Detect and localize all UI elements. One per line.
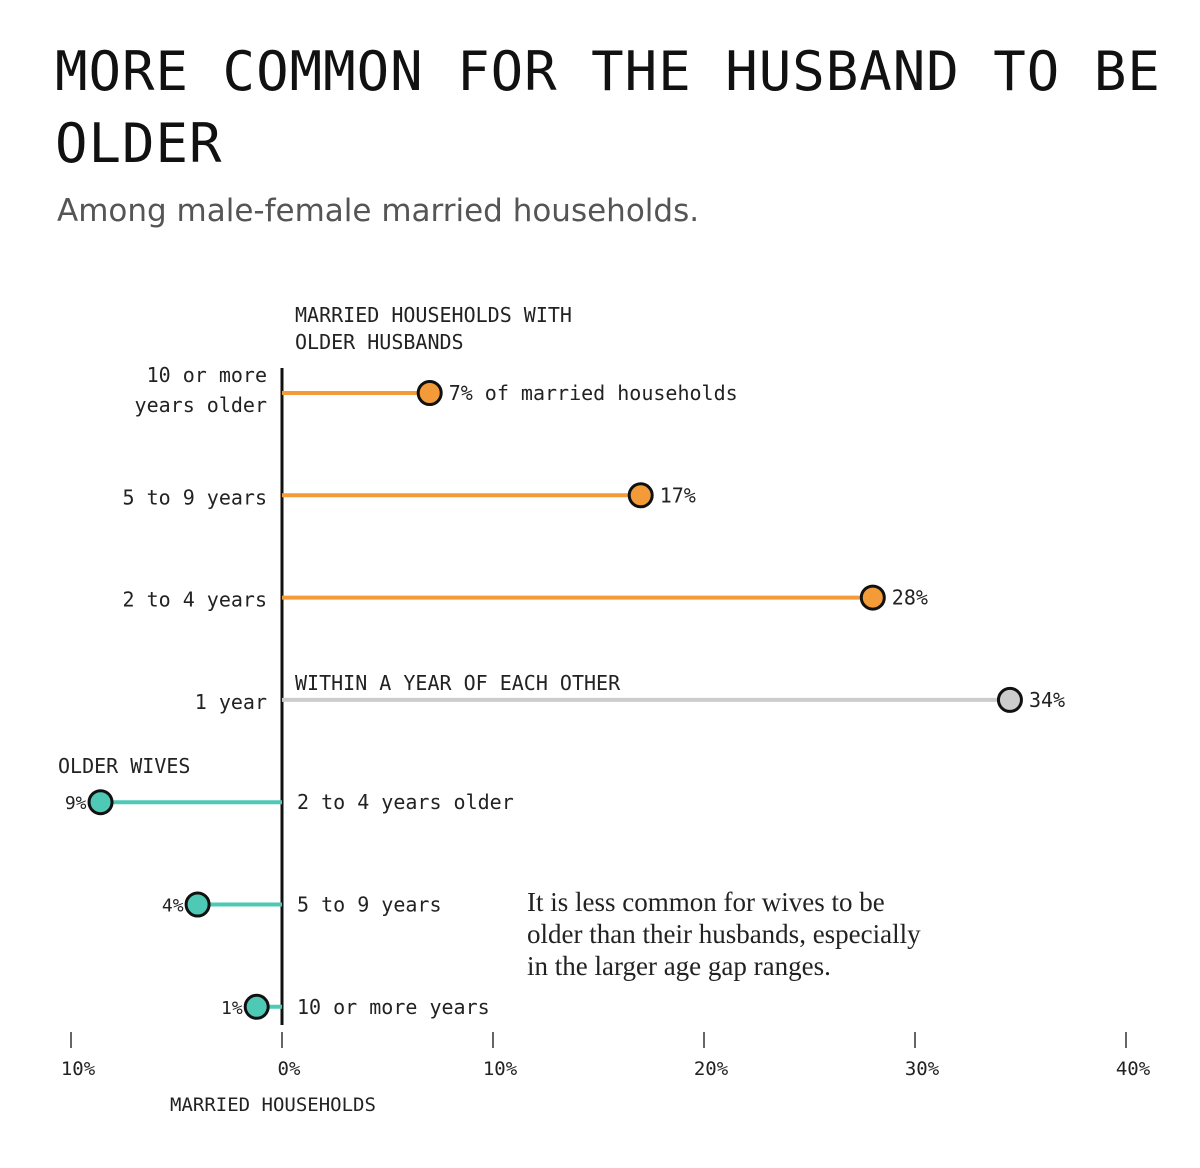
annotation-text: older than their husbands, especially xyxy=(527,919,921,949)
labels-layer: MARRIED HOUSEHOLDS WITH OLDER HUSBANDS WIT… xyxy=(58,303,1065,1019)
value-label: 9% xyxy=(65,793,87,814)
x-tick-label: 20% xyxy=(694,1058,729,1080)
dot-older_husbands xyxy=(416,380,443,406)
category-label: years older xyxy=(135,393,267,417)
category-label: 10 or more xyxy=(147,363,267,387)
dots-layer xyxy=(87,380,1023,1020)
x-tick-label: 10% xyxy=(483,1058,518,1080)
stems-layer xyxy=(100,391,1010,1009)
value-label: 4% xyxy=(162,896,184,917)
x-tick-label: 30% xyxy=(905,1058,940,1080)
dot-older_wives xyxy=(184,891,211,918)
category-label: 5 to 9 years xyxy=(297,893,442,917)
dot-older_wives xyxy=(243,993,270,1020)
group-label-older-husbands: MARRIED HOUSEHOLDS WITH xyxy=(295,303,572,327)
value-label: 17% xyxy=(660,483,696,507)
value-label: 7% of married households xyxy=(449,381,738,405)
x-tick-label: 0% xyxy=(278,1058,301,1080)
category-label: 2 to 4 years xyxy=(123,588,268,612)
category-label: 10 or more years xyxy=(297,995,490,1019)
category-label: 1 year xyxy=(195,690,267,714)
chart-subtitle: Among male-female married households. xyxy=(57,193,700,229)
group-label-within-year: WITHIN A YEAR OF EACH OTHER xyxy=(295,671,621,695)
category-label: 2 to 4 years older xyxy=(297,790,514,814)
dot-older_wives xyxy=(87,789,114,816)
annotation-text: in the larger age gap ranges. xyxy=(527,951,831,981)
dot-older_husbands xyxy=(627,482,654,509)
chart-title: MORE COMMON FOR THE HUSBAND TO BE OLDER xyxy=(55,40,1161,175)
x-axis-title: MARRIED HOUSEHOLDS xyxy=(170,1094,376,1116)
value-label: 34% xyxy=(1029,688,1065,712)
group-label-older-wives: OLDER WIVES xyxy=(58,754,190,778)
category-label: 5 to 9 years xyxy=(123,485,268,509)
group-label-older-husbands: OLDER HUSBANDS xyxy=(295,330,464,354)
annotation-text: It is less common for wives to be xyxy=(527,887,885,917)
x-tick-label: 10% xyxy=(61,1058,96,1080)
x-tick-label: 40% xyxy=(1116,1058,1151,1080)
axis-layer: 10% 0% 10% 20% 30% 40% MARRIED HOUSEHOLDS xyxy=(61,368,1151,1116)
value-label: 1% xyxy=(221,998,243,1019)
dot-within_year xyxy=(996,686,1023,713)
dot-older_husbands xyxy=(859,584,886,611)
value-label: 28% xyxy=(892,586,928,610)
